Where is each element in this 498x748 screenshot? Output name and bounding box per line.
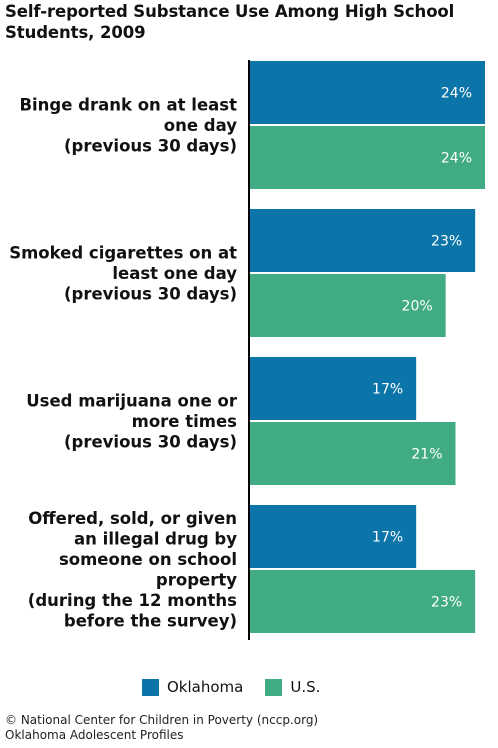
bar-u-s-4 — [249, 570, 476, 633]
bar-oklahoma-2 — [249, 209, 476, 272]
bar-value-label: 24% — [441, 151, 472, 167]
bar-oklahoma-4 — [249, 505, 417, 568]
category-label: Smoked cigarettes on at least one day (pre… — [9, 244, 237, 304]
bar-chart: 24% 24% 23% 20% 17% 21% 17% 23% Binge drank on … — [9, 60, 485, 640]
legend-swatch-us — [265, 678, 283, 696]
legend-label-oklahoma: Oklahoma — [167, 678, 244, 696]
bar-value-label: 24% — [441, 86, 472, 102]
bar-u-s-3 — [249, 422, 456, 485]
bar-u-s-1 — [249, 126, 485, 189]
category-label-line: someone on school — [59, 550, 237, 569]
bar-value-label: 20% — [402, 299, 433, 315]
category-label-line: Offered, sold, or given — [28, 509, 237, 528]
category-label: Offered, sold, or given an illegal drug b… — [28, 509, 237, 631]
category-label-line: least one day — [112, 264, 237, 283]
bar-value-label: 17% — [372, 382, 403, 398]
category-label-line: (previous 30 days) — [64, 433, 237, 452]
category-label: Used marijuana one or more times (previous… — [26, 392, 238, 452]
category-labels-group: Binge drank on at least one day (previous … — [9, 96, 238, 631]
chart-title-line: Self-reported Substance Use Among High S… — [5, 2, 455, 21]
category-label-line: Used marijuana one or — [26, 392, 238, 411]
footer-credit: © National Center for Children in Povert… — [5, 713, 319, 727]
chart-title-line: Students, 2009 — [5, 23, 146, 42]
category-label-line: an illegal drug by — [74, 529, 237, 548]
footer-profile: Oklahoma Adolescent Profiles — [5, 728, 184, 742]
bar-u-s-2 — [249, 274, 446, 337]
legend-label-us: U.S. — [290, 678, 321, 696]
source-footer: © National Center for Children in Povert… — [5, 713, 318, 743]
category-label-line: (previous 30 days) — [64, 137, 237, 156]
bars-group: 24% 24% 23% 20% 17% 21% 17% 23% — [249, 61, 485, 633]
chart-title: Self-reported Substance Use Among High S… — [5, 1, 491, 43]
category-label-line: Smoked cigarettes on at — [9, 244, 237, 263]
legend: Oklahoma U.S. — [142, 676, 342, 698]
category-label: Binge drank on at least one day (previous … — [19, 96, 237, 156]
category-label-line: property — [156, 570, 237, 589]
category-label-line: Binge drank on at least — [19, 96, 237, 115]
category-label-line: (previous 30 days) — [64, 285, 237, 304]
legend-item-oklahoma: Oklahoma — [142, 678, 243, 696]
bar-oklahoma-1 — [249, 61, 485, 124]
category-label-line: (during the 12 months — [28, 591, 237, 610]
category-label-line: one day — [164, 116, 237, 135]
bar-value-label: 17% — [372, 530, 403, 546]
category-label-line: before the survey) — [64, 611, 237, 630]
legend-swatch-oklahoma — [142, 678, 159, 696]
bar-value-label: 23% — [431, 595, 462, 611]
bar-value-label: 23% — [431, 234, 462, 250]
bar-oklahoma-3 — [249, 357, 417, 420]
legend-item-us: U.S. — [265, 678, 320, 696]
bar-value-label: 21% — [411, 447, 442, 463]
category-label-line: more times — [132, 412, 238, 431]
